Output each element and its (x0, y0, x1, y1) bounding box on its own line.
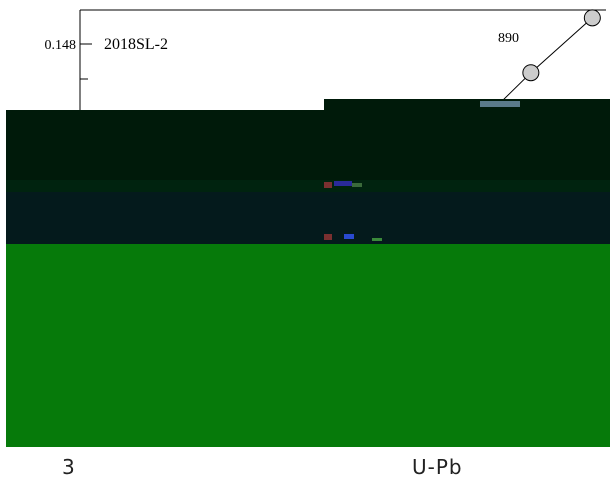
concordia-point-1 (522, 64, 540, 82)
overlay-band-mid (6, 180, 610, 192)
artifact-speck (324, 182, 332, 188)
overlay-band-top-right (324, 99, 610, 111)
artifact-speck (352, 183, 362, 187)
overlay-band-slate (6, 192, 610, 244)
concordia-point-0 (583, 9, 601, 27)
caption-right: U-Pb (412, 455, 463, 479)
artifact-speck (334, 181, 352, 186)
overlay-band-dark (6, 110, 610, 180)
y-tick-label: 0.148 (45, 38, 77, 53)
sample-label: 2018SL-2 (104, 36, 168, 53)
overlay-band-green (6, 244, 610, 447)
artifact-speck (372, 238, 382, 241)
chart: 0.148 2018SL-2 890 (6, 9, 610, 447)
artifact-speck (324, 234, 332, 240)
caption-left: 3 (62, 455, 76, 479)
concordia-age-label: 890 (498, 31, 519, 46)
artifact-speck (480, 101, 520, 107)
artifact-speck (344, 234, 354, 239)
